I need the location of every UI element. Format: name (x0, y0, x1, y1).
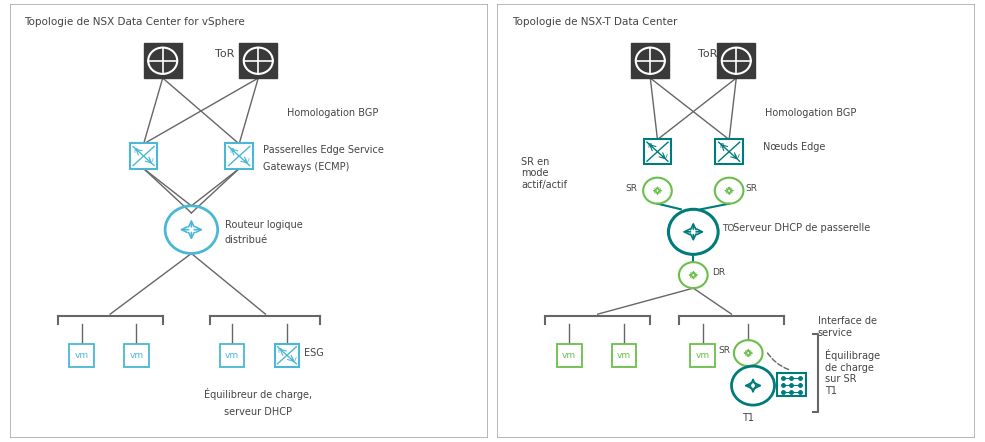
Text: vm: vm (695, 351, 710, 360)
Text: V: V (735, 154, 740, 160)
Bar (690, 344, 715, 366)
Bar (777, 373, 806, 396)
Bar (144, 43, 182, 78)
Text: ToR: ToR (216, 49, 234, 59)
Bar (130, 144, 158, 168)
Text: V: V (149, 158, 154, 164)
Text: Interface de
service: Interface de service (818, 316, 877, 338)
Bar (612, 344, 636, 366)
Text: P: P (134, 148, 138, 154)
Text: ESG: ESG (303, 348, 323, 358)
Text: P: P (230, 148, 233, 154)
Text: T1: T1 (743, 413, 755, 423)
Text: Équilibrage
de charge
sur SR
T1: Équilibrage de charge sur SR T1 (824, 349, 880, 396)
Text: P: P (647, 144, 652, 149)
Text: vm: vm (617, 351, 631, 360)
Text: SR: SR (625, 184, 637, 193)
Text: TO: TO (722, 224, 735, 233)
Bar (239, 43, 278, 78)
Text: ToR: ToR (698, 49, 717, 59)
Text: Routeur logique: Routeur logique (225, 220, 302, 230)
Text: vm: vm (75, 351, 89, 360)
Text: SR: SR (718, 347, 730, 355)
Text: P: P (719, 144, 723, 149)
Text: Nœuds Edge: Nœuds Edge (762, 142, 824, 152)
Text: Passerelles Edge Service: Passerelles Edge Service (263, 145, 384, 155)
Bar (557, 344, 581, 366)
Bar (226, 144, 253, 168)
Text: DR: DR (712, 268, 726, 278)
Text: P: P (278, 347, 282, 354)
Bar (717, 43, 755, 78)
Bar (220, 344, 244, 366)
Bar (124, 344, 149, 366)
Text: vm: vm (225, 351, 239, 360)
Text: SR en
mode
actif/actif: SR en mode actif/actif (521, 157, 567, 190)
Text: V: V (292, 357, 296, 363)
Bar (715, 139, 743, 164)
Text: distribué: distribué (225, 236, 268, 245)
Text: serveur DHCP: serveur DHCP (225, 407, 293, 417)
Text: vm: vm (129, 351, 144, 360)
Bar (631, 43, 670, 78)
Text: Topologie de NSX-T Data Center: Topologie de NSX-T Data Center (512, 17, 677, 27)
Bar (275, 344, 299, 366)
Text: SR: SR (746, 184, 757, 193)
Text: Équilibreur de charge,: Équilibreur de charge, (204, 388, 312, 400)
Text: Topologie de NSX Data Center for vSphere: Topologie de NSX Data Center for vSphere (25, 17, 245, 27)
Text: vm: vm (562, 351, 576, 360)
Text: Homologation BGP: Homologation BGP (765, 108, 856, 118)
Text: Serveur DHCP de passerelle: Serveur DHCP de passerelle (730, 223, 871, 233)
Text: Homologation BGP: Homologation BGP (287, 108, 378, 118)
Bar (69, 344, 94, 366)
Bar (643, 139, 672, 164)
Text: V: V (244, 158, 249, 164)
Text: V: V (663, 154, 668, 160)
Text: Gateways (ECMP): Gateways (ECMP) (263, 162, 350, 172)
